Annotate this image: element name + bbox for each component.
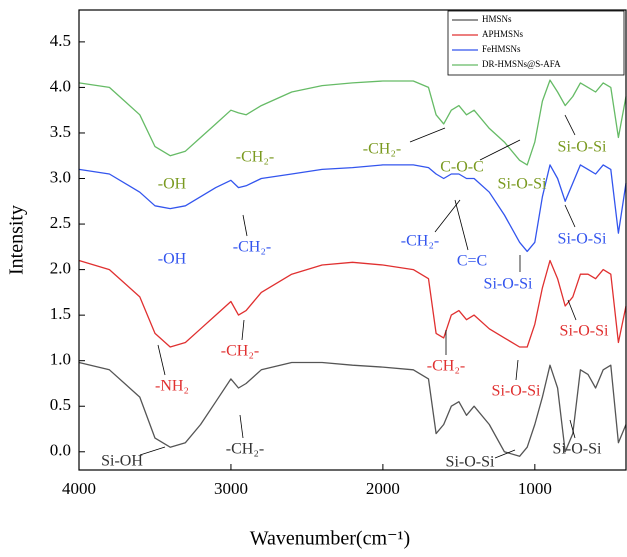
legend-label: HMSNs [482, 14, 512, 24]
y-tick-label: 4.5 [50, 31, 71, 50]
annotation: -CH₂- [363, 141, 401, 158]
leader-line [409, 127, 446, 143]
legend-label: DR-HMSNs@S-AFA [482, 59, 561, 69]
plot-frame [78, 9, 627, 471]
y-tick-label: 4.0 [50, 76, 71, 95]
x-tick-label: 2000 [366, 479, 400, 498]
annotation: Si-OH [101, 453, 143, 470]
annotation: Si-O-Si [492, 383, 541, 400]
leader-line [564, 114, 576, 136]
x-tick-label: 4000 [62, 479, 96, 498]
annotation: -CH₂- [221, 343, 259, 360]
series-line [78, 164, 627, 253]
annotation: Si-O-Si [558, 231, 607, 248]
annotation: -CH₂- [401, 233, 439, 250]
annotation: -CH₂- [427, 358, 465, 375]
annotation: C=C [457, 253, 487, 270]
leader-line [139, 446, 166, 456]
leader-line [241, 319, 245, 341]
y-tick-label: 2.0 [50, 259, 71, 278]
leader-line [494, 449, 516, 459]
x-tick-label: 3000 [214, 479, 248, 498]
legend-label: FeHMSNs [482, 44, 521, 54]
annotation: -NH₂ [155, 378, 189, 395]
leader-line [564, 204, 576, 228]
y-tick-label: 3.0 [50, 167, 71, 186]
x-tick-label: 1000 [518, 479, 552, 498]
leader-line [239, 414, 244, 439]
leader-line [434, 199, 461, 233]
annotation: -CH₂- [236, 149, 274, 166]
y-tick-label: 1.0 [50, 350, 71, 369]
series-line [78, 259, 627, 348]
leader-line [454, 199, 469, 251]
leader-line [515, 359, 519, 381]
leader-line [157, 344, 166, 376]
legend-box [447, 10, 625, 76]
y-tick-label: 0.5 [50, 395, 71, 414]
series-line [78, 361, 627, 457]
y-tick-label: 3.5 [50, 122, 71, 141]
annotation: C-O-C [440, 159, 484, 176]
annotation: Si-O-Si [560, 323, 609, 340]
leader-line [569, 419, 576, 439]
leader-line [242, 214, 248, 237]
leader-line [567, 299, 577, 321]
annotation: Si-O-Si [484, 276, 533, 293]
annotation: -CH₂- [233, 239, 271, 256]
y-tick-label: 0.0 [50, 441, 71, 460]
y-axis-label: Intensity [6, 205, 28, 275]
series-line [78, 79, 627, 166]
annotation: Si-O-Si [446, 454, 495, 471]
annotation: -CH₂- [226, 441, 264, 458]
legend-label: APHMSNs [482, 29, 524, 39]
annotation: Si-O-Si [498, 176, 547, 193]
x-axis-label: Wavenumber(cm⁻¹) [250, 528, 410, 550]
annotation: -OH [158, 251, 187, 268]
y-tick-label: 2.5 [50, 213, 71, 232]
annotation: Si-O-Si [558, 139, 607, 156]
annotation: -OH [158, 176, 187, 193]
annotation: Si-O-Si [553, 441, 602, 458]
leader-line [479, 139, 521, 161]
y-tick-label: 1.5 [50, 304, 71, 323]
